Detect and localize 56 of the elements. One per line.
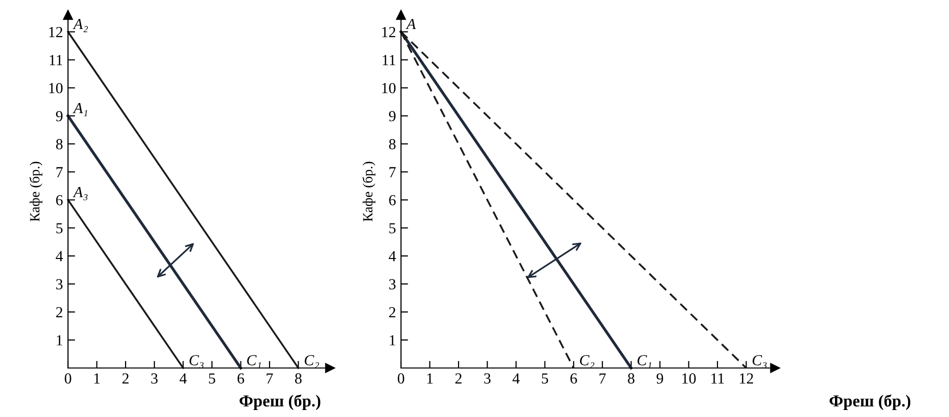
y-tick-label: 1 [56,335,62,346]
y-tick-label: 5 [56,223,63,234]
y-axis-title: Кафе (бр.) [29,162,42,222]
y-tick-label: 10 [382,82,396,94]
y-tick-label: 5 [389,223,396,234]
x-tick-label: 4 [512,373,520,384]
y-tick-label: 1 [390,335,396,346]
y-tick-label: 6 [389,195,396,206]
y-axis-title: Кафе (бр.) [362,162,376,222]
y-tick-label: 2 [389,307,396,318]
x-tick-label: 2 [122,373,129,384]
y-tick-label: 4 [388,251,396,262]
x-tick-label: 5 [542,373,548,384]
x-axis-title: Фреш (бр.) [240,394,320,410]
y-tick-label: 11 [50,55,62,66]
y-tick-label: 7 [56,167,63,178]
annotation: A₂ [72,18,88,32]
x-tick-label: 1 [94,373,100,384]
y-tick-label: 2 [56,307,62,318]
x-tick-label: 6 [570,373,577,384]
y-tick-label: 11 [382,55,396,66]
y-tick-label: 4 [56,251,63,262]
y-tick-label: 8 [389,139,396,150]
x-tick-label: 8 [628,373,634,384]
x-tick-label: 6 [238,373,244,384]
x-tick-label: 0 [398,373,404,384]
y-tick-label: 12 [49,26,62,38]
x-tick-label: 12 [740,373,754,384]
x-tick-label: 0 [64,373,72,384]
y-tick-label: 3 [56,279,63,290]
x-tick-label: 9 [656,373,664,384]
x-tick-label: 7 [600,373,606,384]
y-tick-label: 7 [390,167,396,178]
x-tick-label: 8 [295,373,302,384]
x-tick-label: 5 [209,373,216,384]
x-tick-label: 10 [682,373,696,384]
x-tick-label: 4 [180,373,187,384]
y-tick-label: 12 [382,26,396,38]
y-tick-label: 3 [389,279,396,290]
x-tick-label: 11 [711,373,724,384]
y-tick-label: 6 [56,195,63,206]
y-tick-label: 9 [388,111,396,122]
x-tick-label: 3 [151,373,158,384]
x-tick-label: 7 [266,373,273,384]
x-axis-title: Фреш (бр.) [830,394,910,410]
x-tick-label: 2 [455,373,462,384]
y-tick-label: 8 [56,139,63,150]
annotation: A₁ [72,102,88,116]
annotation: A₃ [72,187,88,200]
annotation: A [406,18,416,30]
y-tick-label: 9 [56,111,63,122]
x-tick-label: 1 [427,373,433,384]
annotation: C₁ [638,355,652,368]
annotation: C₁ [247,355,261,368]
y-tick-label: 10 [49,82,63,94]
x-tick-label: 3 [484,373,491,384]
